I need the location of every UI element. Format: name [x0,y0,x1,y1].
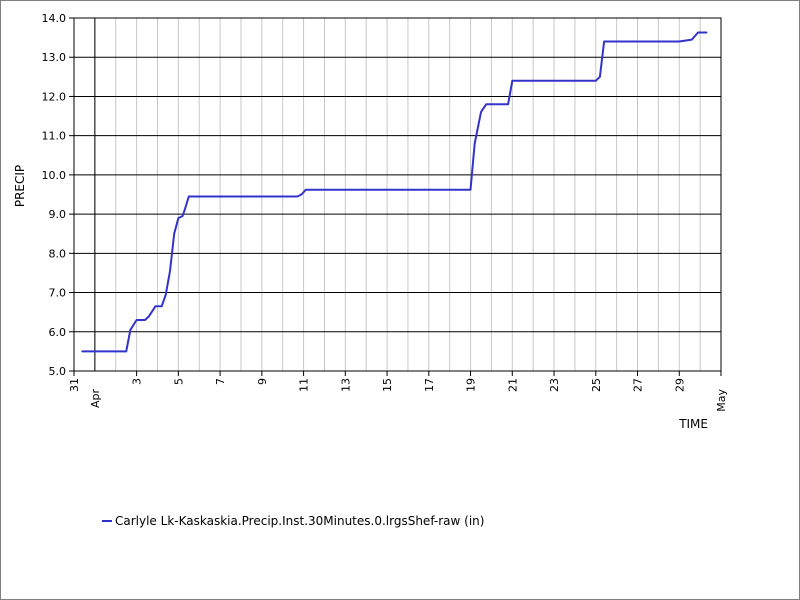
y-tick-label: 7.0 [49,287,67,300]
plot-area [74,18,721,371]
horizontal-gridlines [74,56,721,333]
x-tick-label: 29 [673,378,686,392]
y-tick-label: 9.0 [49,208,67,221]
y-tick-label: 10.0 [42,169,67,182]
plot-border [73,17,722,372]
x-tick-label: 11 [298,378,311,392]
x-tick-label: 3 [131,378,144,385]
month-label: Apr [89,389,102,409]
x-tick-label: 21 [506,378,519,392]
y-tick-label: 6.0 [49,326,67,339]
series-layer [81,31,708,353]
y-tick-label: 11.0 [42,130,67,143]
series-line [81,31,708,353]
x-tick-label: 13 [339,378,352,392]
month-labels: Apr May [89,389,728,412]
x-tick-label: 5 [172,378,185,385]
x-tick-label: 23 [548,378,561,392]
y-axis-title: PRECIP [13,165,27,207]
x-tick-label: 17 [423,378,436,392]
legend[interactable]: Carlyle Lk-Kaskaskia.Precip.Inst.30Minut… [102,514,484,528]
y-tick-label: 5.0 [49,365,67,378]
y-tick-label: 14.0 [42,12,67,25]
y-tick-label: 13.0 [42,51,67,64]
x-tick-label: 27 [632,378,645,392]
x-tick-label: 7 [214,378,227,385]
x-tick-label: 25 [590,378,603,392]
x-tick-label: 15 [381,378,394,392]
x-axis-ticks: 31 3 5 7 9 11 13 15 17 19 21 23 25 27 29 [68,371,722,392]
x-tick-label: 9 [256,378,269,385]
x-tick-label: 19 [465,378,478,392]
vertical-gridlines [94,18,701,371]
x-axis-title: TIME [678,417,708,431]
x-tick-label: 31 [68,378,81,392]
legend-entry-label: Carlyle Lk-Kaskaskia.Precip.Inst.30Minut… [115,514,484,528]
y-tick-label: 12.0 [42,90,67,103]
month-label: May [715,389,728,412]
y-axis-ticks: 5.0 6.0 7.0 8.0 9.0 10.0 11.0 12.0 13.0 14.0 [42,12,74,378]
y-tick-label: 8.0 [49,247,67,260]
